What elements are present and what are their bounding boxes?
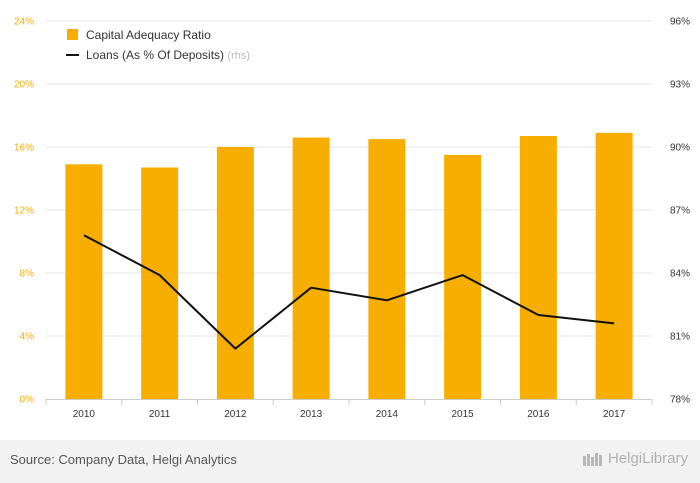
left-tick-label: 20%	[14, 80, 34, 91]
chart: 0% 4% 8% 12% 16% 20% 24% 78% 81% 84% 87% 90% 93% 96%…	[14, 17, 690, 421]
right-tick-label: 90%	[670, 143, 690, 154]
x-tick-label: 2011	[149, 409, 171, 420]
left-tick-label: 4%	[20, 332, 35, 343]
bar-series	[65, 132, 633, 400]
left-axis: 0% 4% 8% 12% 16% 20% 24%	[14, 17, 34, 406]
legend-swatch-bar	[67, 29, 78, 40]
right-tick-label: 93%	[670, 80, 690, 91]
x-tick-label: 2013	[300, 409, 323, 420]
grid-lines	[46, 20, 652, 337]
right-tick-label: 87%	[670, 206, 690, 217]
brand: HelgiLibrary	[582, 450, 688, 467]
brand-name: HelgiLibrary	[607, 450, 688, 467]
bar-2016	[519, 135, 557, 399]
right-tick-label: 78%	[670, 395, 690, 406]
bar-2014	[368, 139, 406, 399]
x-tick-label: 2015	[452, 409, 475, 420]
left-tick-label: 12%	[14, 206, 34, 217]
bar-2010	[65, 164, 103, 399]
left-tick-label: 16%	[14, 143, 34, 154]
bar-2017	[595, 132, 633, 399]
x-tick-label: 2010	[73, 409, 96, 420]
x-tick-label: 2016	[527, 409, 550, 420]
library-logo-icon	[582, 452, 602, 466]
line-series	[83, 234, 615, 350]
left-tick-label: 8%	[20, 269, 35, 280]
legend-rhs-note: (rhs)	[227, 50, 250, 62]
x-axis: 2010 2011 2012 2013 2014 2015 2016 2017	[45, 399, 653, 420]
source-text: Source: Company Data, Helgi Analytics	[10, 452, 237, 467]
legend-label-loans: Loans (As % Of Deposits) (rhs)	[86, 48, 250, 62]
loans-line	[83, 234, 615, 350]
footer: Source: Company Data, Helgi Analytics He…	[0, 440, 700, 483]
bar-2011	[141, 167, 179, 399]
right-tick-label: 96%	[670, 17, 690, 28]
x-tick-label: 2014	[376, 409, 399, 420]
left-tick-label: 0%	[20, 395, 35, 406]
right-axis: 78% 81% 84% 87% 90% 93% 96%	[670, 17, 690, 406]
bar-2012	[216, 147, 254, 399]
right-tick-label: 84%	[670, 269, 690, 280]
left-tick-label: 24%	[14, 17, 34, 28]
x-tick-label: 2017	[603, 409, 626, 420]
x-tick-label: 2012	[224, 409, 247, 420]
legend-label-capital-adequacy: Capital Adequacy Ratio	[86, 28, 211, 42]
right-tick-label: 81%	[670, 332, 690, 343]
bar-2015	[444, 154, 482, 399]
bar-2013	[292, 137, 330, 400]
legend: Capital Adequacy Ratio Loans (As % Of Dep…	[66, 28, 250, 62]
